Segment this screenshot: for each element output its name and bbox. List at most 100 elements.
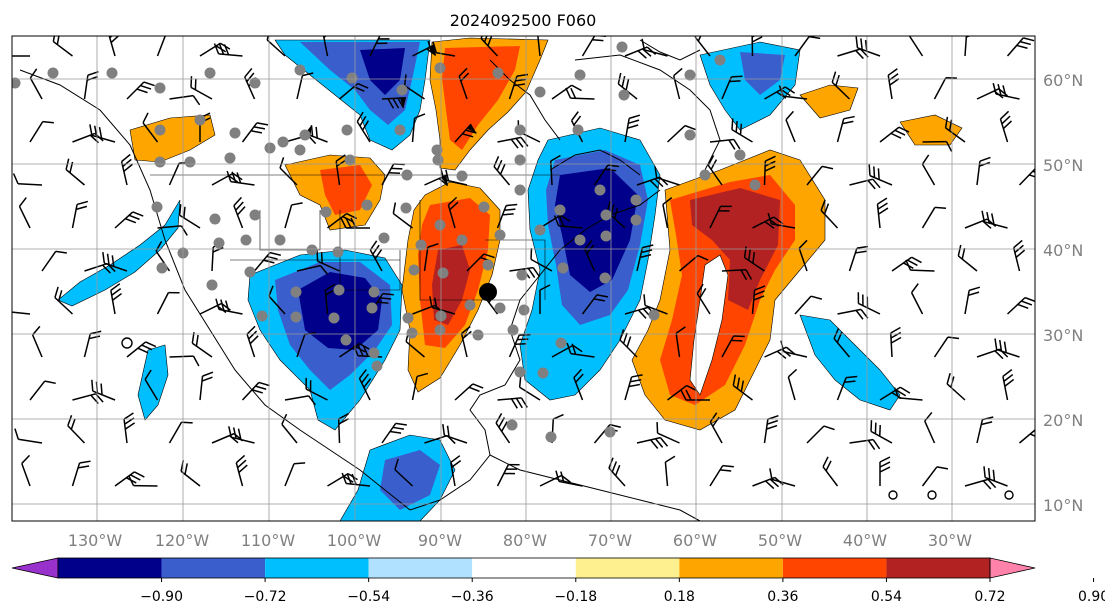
colorbar-tick-label: 0.90 (1078, 589, 1105, 605)
wind-barb (518, 376, 541, 401)
wind-barb (836, 115, 855, 143)
wind-barb (731, 118, 753, 143)
wind-barb (142, 112, 159, 143)
colorbar-segment (472, 558, 576, 578)
colorbar-segment (679, 558, 783, 578)
wind-barb (763, 414, 779, 444)
station-dot (604, 426, 616, 438)
station-dot (415, 239, 427, 251)
station-dot (507, 324, 519, 336)
wind-barb (423, 242, 439, 272)
wind-barb (226, 170, 255, 186)
latitude-label: 10°N (1043, 496, 1083, 515)
wind-barb (848, 245, 869, 272)
station-dot (294, 144, 306, 156)
station-dot (699, 169, 711, 181)
wind-barb (215, 298, 243, 315)
longitude-label: 70°W (588, 531, 632, 550)
wind-barb (922, 140, 953, 152)
wind-barb (636, 176, 669, 189)
station-dot (514, 366, 526, 378)
station-dot (600, 209, 612, 221)
station-dot (534, 224, 546, 236)
colorbar-segment (58, 558, 162, 578)
wind-barb (879, 386, 911, 401)
wind-barb (964, 286, 981, 315)
wind-barb (126, 81, 155, 100)
wind-barb (120, 153, 133, 186)
wind-barb (868, 164, 893, 186)
colorbar-segment (575, 558, 680, 578)
station-dot (518, 304, 530, 316)
wind-barb (549, 154, 561, 186)
wind-barb (190, 76, 213, 100)
station-dot (516, 269, 528, 281)
wind-barb (964, 478, 997, 490)
anomaly-negative-tropical-atlantic (799, 314, 901, 411)
wind-barb (337, 413, 350, 444)
anomaly-fields (12, 36, 1035, 521)
station-dot (156, 262, 168, 274)
wind-barb (235, 454, 248, 487)
wind-barb (296, 264, 329, 275)
wind-barb (573, 368, 584, 401)
anomaly-positive-northwest (129, 114, 216, 163)
wind-barb (29, 380, 56, 401)
longitude-label: 90°W (418, 531, 462, 550)
wind-barb (921, 154, 936, 186)
wind-barb (680, 389, 710, 401)
colorbar-frame (57, 557, 991, 579)
anomaly-negative-labrador-core (740, 52, 785, 95)
wind-barb (555, 470, 583, 487)
station-dot (306, 244, 318, 256)
wind-barb (241, 381, 270, 401)
longitude-label: 30°W (928, 531, 972, 550)
station-dot (346, 72, 358, 84)
station-dot (184, 156, 196, 168)
wind-barb (316, 250, 340, 272)
wind-barb (983, 466, 1008, 487)
wind-barb (392, 202, 413, 229)
wind-barb (381, 96, 407, 109)
wind-barb (54, 286, 74, 315)
station-dot (371, 360, 383, 372)
wind-barb (565, 87, 595, 100)
wind-barb (709, 464, 734, 487)
station-dot (368, 347, 380, 359)
wind-barb (266, 36, 286, 57)
latitude-label: 30°N (1043, 326, 1083, 345)
station-dot (408, 264, 420, 276)
wind-barb (624, 374, 643, 401)
wind-barb (450, 455, 462, 487)
wind-barb (12, 55, 30, 57)
station-dot (514, 184, 526, 196)
wind-barb (213, 43, 243, 57)
open-circle-markers (121, 337, 1014, 500)
wind-barb (1006, 37, 1035, 57)
wind-barb (156, 291, 180, 315)
wind-barb (721, 268, 753, 281)
station-dot (630, 194, 642, 206)
colorbar-tick-label: −0.54 (347, 589, 390, 605)
wind-barb (636, 436, 669, 449)
wind-barb (102, 252, 128, 272)
wind-barb (31, 325, 43, 358)
station-dot (648, 309, 660, 321)
station-dot (378, 232, 390, 244)
station-dot (256, 310, 268, 322)
wind-barb (849, 178, 881, 190)
anomaly-negative-canada-max (360, 48, 405, 95)
station-dot (599, 272, 611, 284)
wind-barb (553, 215, 583, 229)
wind-barb (921, 206, 947, 229)
wind-barb (241, 122, 269, 143)
wind-barb (656, 422, 680, 444)
wind-barb (879, 126, 910, 143)
station-dot (290, 286, 302, 298)
wind-barb (156, 36, 167, 57)
station-dot (244, 266, 256, 278)
wind-barb (924, 411, 936, 444)
wind-barb (530, 248, 553, 272)
wind-barb (664, 455, 676, 487)
station-dot (434, 219, 446, 231)
